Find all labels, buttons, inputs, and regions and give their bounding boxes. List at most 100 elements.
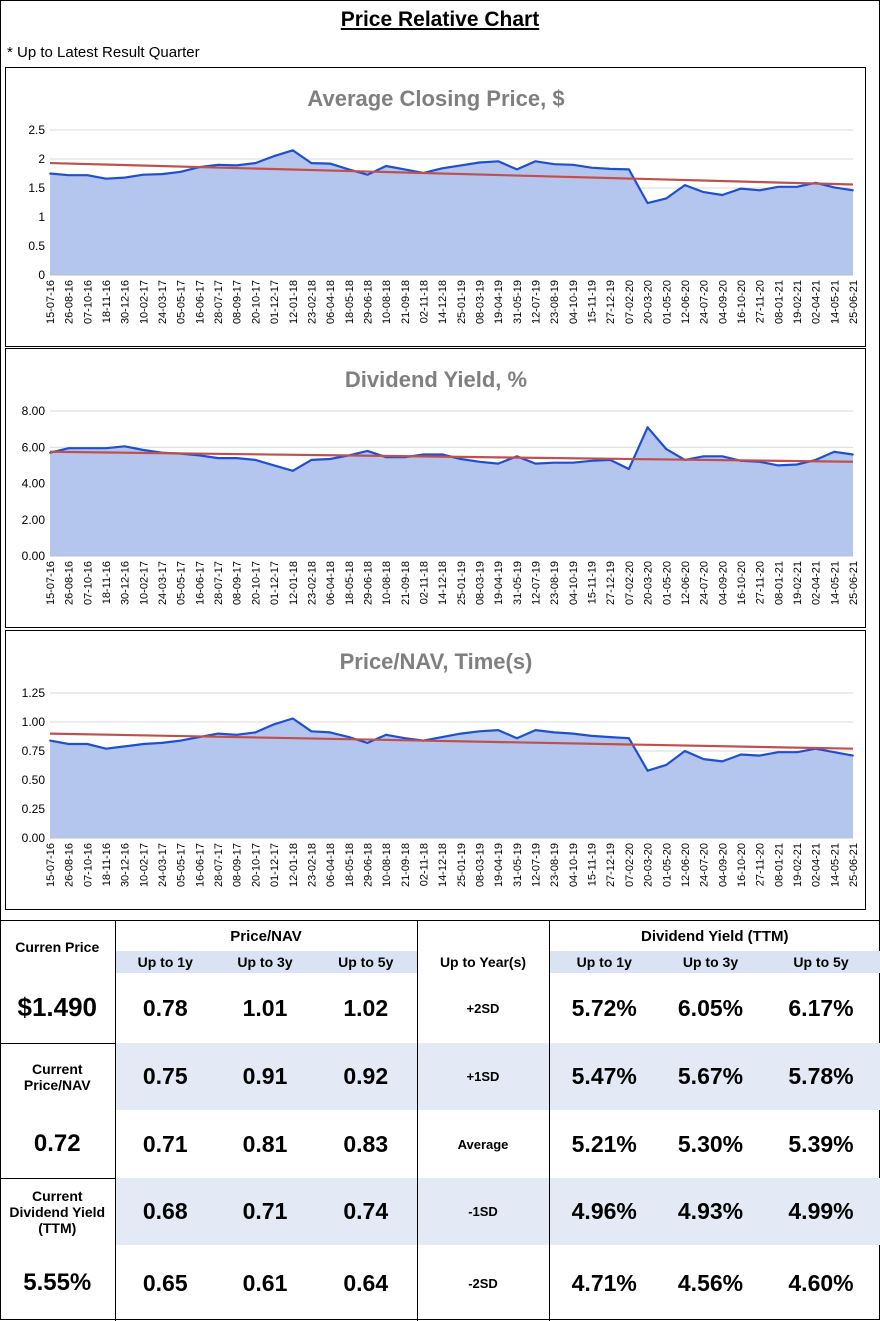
data-point [198,454,201,457]
x-tick-label: 06-04-18 [325,280,337,324]
y-tick-label: 1.00 [22,715,46,729]
dy-cell: 5.72% [571,994,637,1021]
data-point [833,751,836,754]
x-tick-label: 10-08-18 [381,843,393,887]
x-tick-label: 04-09-20 [717,561,729,605]
x-tick-label: 08-09-17 [232,561,244,605]
data-point [628,168,630,171]
pnav-cell: 0.64 [315,1245,418,1321]
data-point [217,732,219,735]
data-point [590,735,593,737]
data-point [459,732,462,735]
x-tick-label: 23-02-18 [306,561,318,605]
x-tick-label: 25-01-19 [456,280,468,324]
series-area [50,718,853,838]
y-tick-label: 0 [38,268,45,282]
data-point [123,176,126,179]
x-tick-label: 19-04-19 [493,280,505,324]
x-tick-label: 24-07-20 [699,280,711,324]
x-tick-label: 19-04-19 [493,843,505,887]
data-point [646,426,649,429]
x-tick-label: 08-01-21 [773,561,785,605]
chart-average-closing-price: Average Closing Price, $ 0 0.5 1 1.5 2 2.5 15-0… [5,67,866,347]
x-tick-label: 02-04-21 [811,280,823,324]
dy-cell: 4.96% [549,1178,659,1245]
x-tick-label: 07-10-16 [82,280,94,324]
data-point [161,173,163,175]
data-point [441,167,444,170]
chart-svg-pnav: Price/NAV, Time(s) 0.00 0.25 0.50 0.75 1.00 1.… [22,649,860,887]
x-tick-label: 05-05-17 [176,843,188,887]
data-point [609,736,612,738]
data-point [571,732,574,735]
x-tick-label: 02-04-21 [811,561,823,605]
data-point [329,162,332,165]
dy-period-5y: Up to 5y [762,951,880,973]
x-tick-label: 21-09-18 [400,280,412,324]
x-tick-label: 18-11-16 [101,280,113,323]
x-tick-label: 14-12-18 [437,561,449,605]
x-tick-label: 15-07-16 [45,280,57,324]
x-tick-label: 21-09-18 [400,843,412,887]
dy-cell: 4.93% [659,1178,762,1245]
x-tick-label: 02-11-18 [418,843,430,886]
pnav-cell: 0.65 [142,1269,188,1296]
current-price-value: $1.490 [0,973,116,1044]
x-tick-label: 12-07-19 [531,280,543,324]
x-tick-label: 30-12-16 [120,280,132,324]
x-tick-label: 04-09-20 [717,843,729,887]
data-point [179,739,182,742]
data-point [609,167,612,170]
table-row: Current Price/NAV 0.75 0.91 0.92 +1SD 5.… [0,1043,880,1110]
chart-price-nav: Price/NAV, Time(s) 0.00 0.25 0.50 0.75 1.00 1.… [5,630,866,910]
y-tick-label: 1.25 [22,686,46,700]
x-tick-label: 12-06-20 [680,843,692,887]
level-label: -1SD [417,1178,550,1245]
data-point [702,758,705,761]
data-point [403,168,406,171]
data-point [385,165,388,167]
x-tick-label: 02-11-18 [418,280,430,323]
x-tick-label: 28-07-17 [213,561,225,605]
data-point [385,733,388,736]
x-tick-label: 19-02-21 [792,843,804,887]
data-point [459,164,462,167]
data-point [553,461,556,464]
x-tick-label: 27-11-20 [755,843,767,886]
pnav-cell: 0.71 [142,1130,188,1157]
data-point [366,449,369,452]
x-tick-label: 25-06-21 [848,843,860,887]
x-tick-label: 15-11-19 [587,280,599,323]
x-tick-label: 14-05-21 [829,280,841,324]
x-tick-label: 05-05-17 [176,280,188,324]
current-dy-value: 5.55% [0,1245,116,1321]
y-tick-label: 1.5 [28,181,45,195]
pnav-cell: 0.91 [215,1043,315,1110]
x-tick-label: 10-02-17 [138,280,150,324]
x-tick-label: 18-11-16 [101,843,113,886]
x-tick-label: 08-01-21 [773,280,785,324]
x-tick-label: 05-05-17 [176,561,188,605]
data-point [590,166,593,169]
x-tick-label: 24-03-17 [157,843,169,887]
data-point [366,173,369,176]
x-tick-label: 23-08-19 [549,280,561,324]
x-tick-label: 25-06-21 [848,280,860,324]
data-point [852,453,854,456]
x-tick-label: 12-06-20 [680,561,692,605]
x-tick-label: 01-05-20 [661,561,673,605]
y-tick-label: 0.5 [28,239,45,253]
data-point [142,173,145,176]
x-tick-label: 19-04-19 [493,561,505,605]
pnav-cell: 1.01 [242,994,288,1021]
data-point [702,455,705,458]
data-point [291,149,294,152]
trend-line [49,732,854,750]
data-point [86,174,89,177]
x-tick-label: 18-05-18 [344,843,356,887]
x-tick-label: 23-02-18 [306,280,318,324]
dy-cell: 5.30% [677,1130,744,1157]
chart-svg-yield: Dividend Yield, % 0.00 2.00 4.00 6.00 8.00 15-… [22,367,860,605]
level-header: Up to Year(s) [417,951,550,973]
data-point [366,741,369,744]
